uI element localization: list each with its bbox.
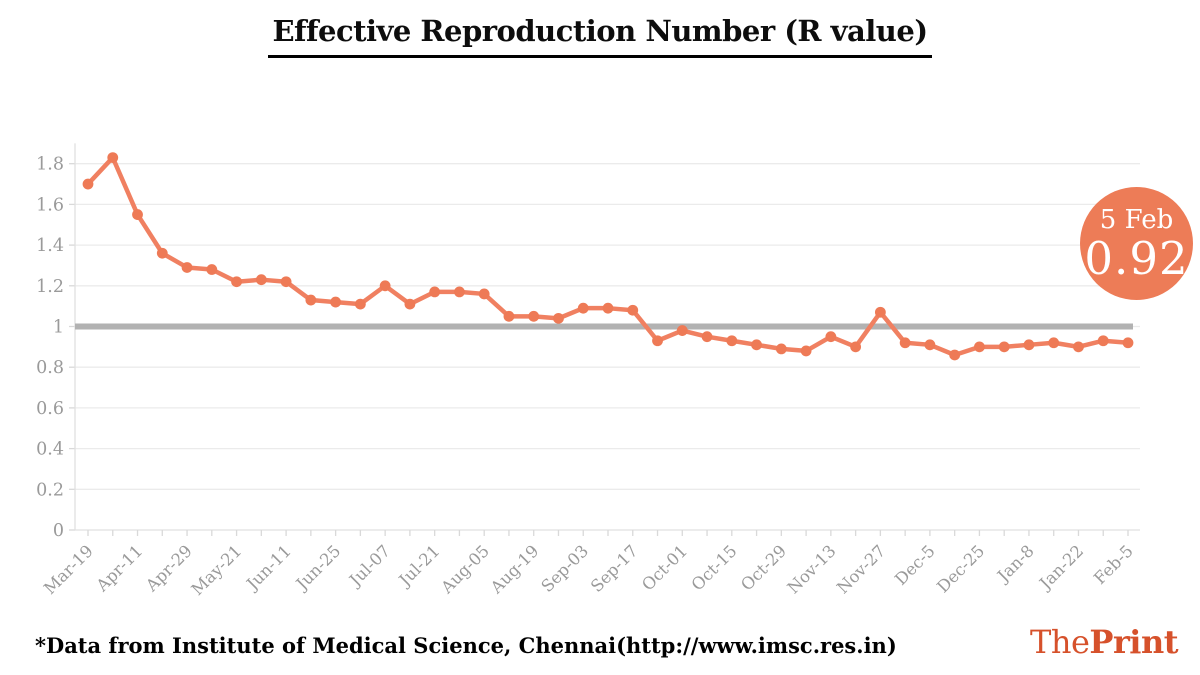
x-tick-label: May-21 [188, 541, 246, 599]
data-point [82, 178, 94, 190]
data-point [478, 288, 490, 300]
data-point [255, 274, 267, 286]
data-point [231, 276, 242, 288]
data-point [949, 349, 961, 361]
title-wrap: Effective Reproduction Number (R value) [0, 14, 1200, 58]
x-tick-label: Jan-22 [1035, 541, 1088, 594]
data-point [181, 262, 193, 273]
x-tick-label: Dec-25 [933, 541, 988, 596]
y-tick-label: 0 [53, 521, 64, 541]
logo-print: Print [1089, 623, 1178, 661]
y-tick-label: 1 [53, 318, 64, 338]
data-point [1073, 341, 1084, 353]
data-point [652, 335, 663, 347]
x-tick-label: Mar-19 [40, 541, 97, 598]
x-tick-label: Feb-5 [1090, 541, 1137, 588]
data-source-note: *Data from Institute of Medical Science,… [35, 633, 897, 658]
x-tick-label: Apr-29 [141, 541, 195, 595]
data-point [998, 341, 1010, 353]
y-tick-label: 1.8 [36, 155, 64, 175]
data-point [899, 337, 911, 349]
data-point [775, 343, 787, 355]
y-tick-label: 0.6 [36, 399, 64, 419]
y-tick-label: 1.2 [36, 277, 64, 297]
data-point [726, 335, 738, 347]
y-tick-label: 0.2 [36, 480, 64, 500]
data-point [751, 339, 762, 351]
data-point [974, 341, 985, 353]
x-tick-label: Dec-5 [891, 541, 939, 589]
y-tick-label: 1.4 [36, 236, 64, 256]
data-point [850, 341, 862, 353]
x-tick-label: Jul-21 [394, 541, 444, 591]
data-point [874, 306, 886, 318]
x-tick-label: Apr-11 [92, 541, 146, 595]
y-tick-label: 0.8 [36, 358, 64, 378]
footer: *Data from Institute of Medical Science,… [0, 623, 1200, 661]
x-tick-label: Jul-07 [344, 541, 394, 591]
data-point [528, 310, 540, 322]
data-point [280, 276, 292, 288]
data-point [107, 152, 119, 163]
r-value-chart: 0 0.2 0.4 0.6 0.8 1 1.2 1.4 1.6 1.8 Mar-19Apr-11Ap… [36, 143, 1140, 599]
data-point [924, 339, 936, 351]
data-point [404, 298, 416, 310]
x-tick-label: Sep-17 [587, 541, 642, 596]
data-point [379, 280, 391, 292]
badge-value: 0.92 [1084, 231, 1189, 285]
y-tick-label: 0.4 [36, 440, 64, 460]
data-point [1023, 339, 1035, 351]
data-point [602, 302, 614, 314]
x-tick-label: Jun-25 [291, 541, 344, 594]
latest-value-badge: 5 Feb 0.92 [1080, 187, 1193, 300]
x-tick-label: Oct-15 [688, 541, 741, 594]
x-tick-label: Jan-8 [992, 541, 1037, 586]
data-point [429, 286, 441, 298]
x-tick-label: Nov-13 [784, 541, 840, 597]
data-point [825, 331, 837, 343]
logo-the: The [1029, 623, 1090, 661]
data-point [305, 294, 317, 306]
data-point [1122, 337, 1134, 349]
data-point [1048, 337, 1060, 349]
data-point [206, 264, 218, 275]
x-tick-label: Aug-05 [437, 541, 493, 597]
x-tick-label: Oct-01 [638, 541, 691, 594]
data-point [627, 304, 639, 316]
page-title: Effective Reproduction Number (R value) [268, 14, 932, 58]
data-point [454, 286, 465, 298]
x-tick-label: Sep-03 [537, 541, 592, 596]
data-point [1097, 335, 1109, 347]
data-point [354, 298, 366, 310]
data-point [156, 247, 168, 259]
x-tick-label: Aug-19 [486, 541, 542, 597]
y-tick-label: 1.6 [36, 195, 64, 215]
x-tick-label: Jun-11 [242, 541, 295, 594]
theprint-logo: ThePrint [1029, 623, 1179, 661]
data-point [503, 310, 515, 322]
data-point [132, 209, 143, 220]
data-point [577, 302, 589, 314]
data-point [553, 312, 564, 324]
data-point [800, 345, 812, 357]
x-tick-label: Nov-27 [833, 541, 889, 597]
x-tick-label: Oct-29 [737, 541, 790, 594]
badge-date: 5 Feb [1099, 204, 1174, 235]
data-point [330, 296, 342, 308]
data-point [676, 325, 688, 336]
data-point [701, 331, 713, 343]
